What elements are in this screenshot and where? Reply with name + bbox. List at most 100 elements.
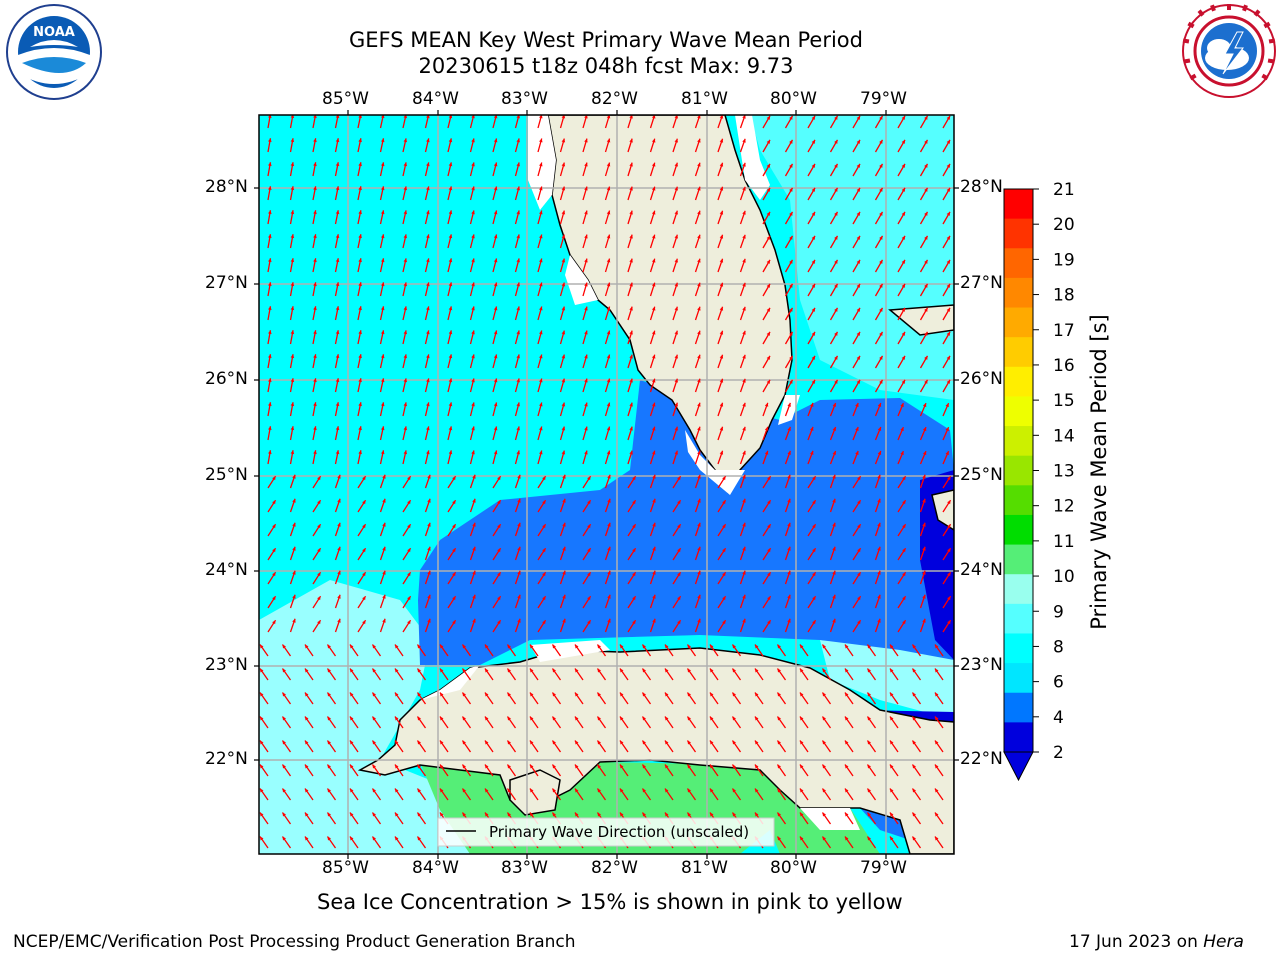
wave-arrow-head: [934, 668, 939, 673]
wave-arrow-head: [664, 692, 669, 697]
wave-arrow-head: [448, 354, 453, 359]
wave-arrow-head: [497, 500, 501, 505]
wave-arrow-head: [427, 474, 431, 479]
wave-arrow-head: [462, 788, 467, 793]
wave-arrow-head: [834, 115, 838, 120]
wave-arrow-head: [335, 306, 340, 311]
wave-arrow-head: [697, 594, 701, 599]
wave-arrow-head: [946, 379, 950, 384]
wave-arrow-head: [856, 355, 860, 360]
wave-arrow-head: [832, 402, 836, 407]
wave-arrow-head: [394, 836, 399, 841]
wave-arrow-head: [484, 740, 489, 745]
wave-arrow-head: [651, 402, 656, 407]
wave-arrow-head: [629, 282, 633, 287]
wave-arrow-head: [754, 692, 759, 697]
wave-arrow-head: [651, 186, 656, 191]
wave-arrow-head: [304, 668, 309, 673]
wave-arrow-head: [304, 692, 309, 697]
wave-arrow-head: [584, 162, 588, 167]
colorbar-tick-label: 4: [1053, 708, 1064, 728]
wave-arrow-head: [539, 115, 543, 119]
wave-arrow-head: [642, 764, 647, 769]
wave-arrow-head: [349, 692, 354, 697]
wave-arrow-head: [313, 354, 317, 359]
map-frame: [258, 114, 955, 855]
wave-arrow-head: [687, 764, 692, 769]
wave-arrow-head: [812, 572, 816, 577]
wave-arrow-head: [889, 788, 894, 793]
wave-arrow-head: [562, 594, 566, 599]
wave-arrow-head: [810, 450, 814, 455]
wave-arrow-head: [811, 283, 815, 288]
wave-arrow-head: [597, 764, 602, 769]
wave-arrow-head: [629, 378, 633, 383]
wave-arrow-head: [292, 474, 296, 479]
wave-arrow-head: [327, 644, 332, 649]
wave-arrow-head: [607, 498, 611, 503]
wave-arrow-head: [844, 788, 849, 793]
wave-arrow-head: [674, 162, 678, 167]
wave-arrow-head: [677, 500, 681, 505]
wave-arrow-head: [516, 138, 520, 143]
wave-arrow-head: [290, 426, 295, 431]
wave-arrow-head: [561, 402, 566, 407]
wave-arrow-head: [358, 306, 362, 311]
wave-arrow-head: [844, 716, 849, 721]
wave-arrow-head: [349, 836, 354, 841]
wave-arrow-head: [497, 596, 501, 601]
wave-arrow-head: [584, 186, 588, 191]
wave-arrow-head: [722, 548, 726, 553]
wave-arrow-head: [877, 618, 881, 623]
wave-arrow-head: [754, 740, 759, 745]
wave-arrow-head: [877, 570, 881, 575]
wave-arrow-head: [268, 210, 272, 215]
wave-arrow-head: [912, 812, 917, 817]
wave-arrow-head: [856, 283, 860, 288]
wave-arrow-head: [292, 594, 296, 599]
colorbar-segment: [1004, 603, 1033, 634]
wave-arrow-head: [946, 115, 950, 120]
wave-arrow-head: [822, 644, 827, 649]
wave-arrow-head: [507, 764, 512, 769]
wave-arrow-head: [337, 570, 341, 575]
wave-arrow-head: [901, 211, 905, 216]
wave-arrow-head: [327, 788, 332, 793]
arrow-legend: Primary Wave Direction (unscaled): [437, 817, 775, 847]
wave-arrow-head: [584, 306, 588, 311]
wave-arrow-head: [562, 546, 566, 551]
wave-arrow-head: [632, 596, 636, 601]
wave-arrow-head: [754, 788, 759, 793]
wave-arrow-head: [787, 546, 791, 551]
wave-arrow-head: [889, 644, 894, 649]
wave-arrow-head: [426, 426, 430, 431]
wave-arrow-head: [674, 210, 678, 215]
lon-label-bottom: 82°W: [591, 858, 638, 878]
wave-arrow-head: [380, 210, 385, 215]
wave-arrow-head: [922, 498, 926, 503]
wave-arrow-head: [677, 476, 681, 481]
wave-arrow-head: [697, 546, 701, 551]
wave-arrow-head: [561, 138, 566, 143]
wave-arrow-head: [867, 836, 872, 841]
wave-arrow-head: [471, 330, 475, 335]
wave-arrow-head: [947, 548, 951, 553]
wave-arrow-head: [292, 546, 296, 551]
wave-arrow-head: [327, 668, 332, 673]
wave-arrow-head: [561, 282, 566, 287]
wave-arrow-head: [844, 740, 849, 745]
wave-arrow-head: [912, 716, 917, 721]
wave-arrow-head: [766, 307, 770, 312]
wave-arrow-head: [777, 812, 782, 817]
wave-arrow-head: [529, 812, 534, 817]
wave-arrow-head: [945, 427, 949, 432]
wave-arrow-head: [922, 546, 926, 551]
wave-arrow-head: [787, 570, 791, 575]
wave-arrow-head: [767, 548, 771, 553]
wave-arrow-head: [687, 644, 692, 649]
wave-arrow-head: [799, 692, 804, 697]
wave-arrow-head: [282, 740, 287, 745]
wave-arrow-head: [889, 692, 894, 697]
wave-arrow-head: [766, 283, 770, 288]
wave-arrow-head: [629, 210, 633, 215]
